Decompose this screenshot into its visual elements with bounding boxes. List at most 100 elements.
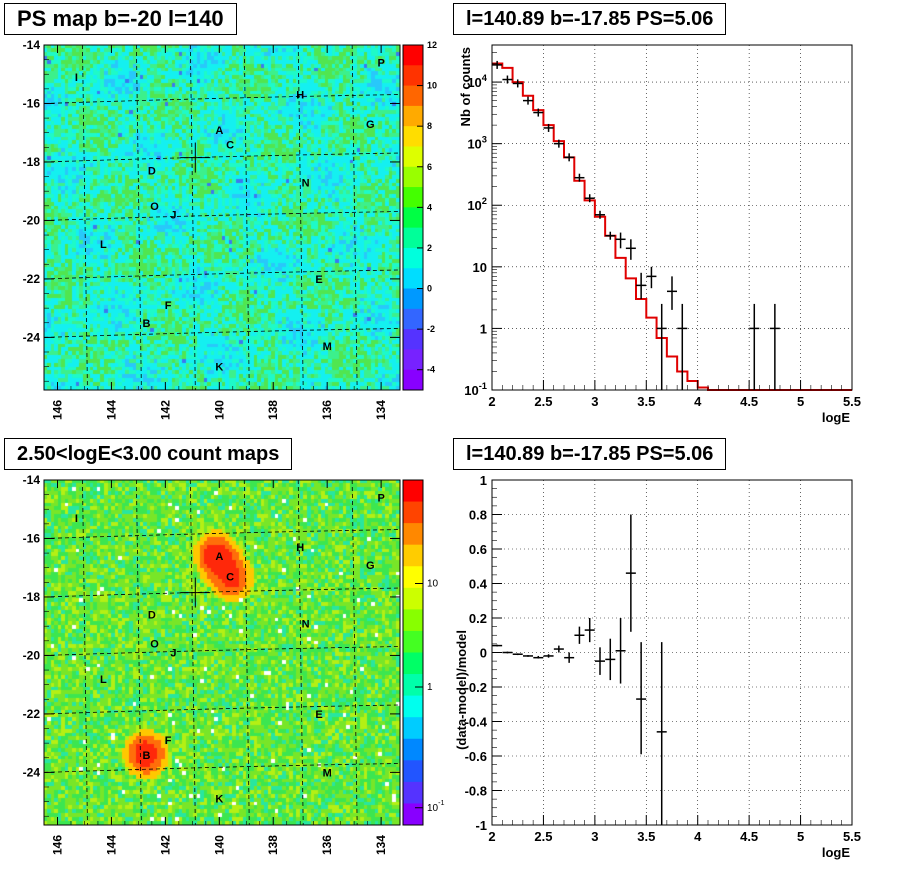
colorbar0-tick-label: 6 (427, 162, 432, 172)
residual-xtick-label: 5.5 (843, 829, 861, 844)
map0-source-C: C (226, 139, 234, 151)
map2-grid-lat (43, 763, 401, 773)
spectrum-plot (491, 44, 853, 391)
map0-grid-lon (243, 44, 250, 391)
residual-ytick-label: -0.4 (465, 715, 488, 730)
map0-xtick-label: 136 (320, 400, 334, 420)
colorbar2-tick-label: 10 (427, 579, 439, 590)
residual-ytick-label: -0.6 (465, 749, 487, 764)
map0-ytick-label: -18 (23, 155, 41, 169)
residual-title: l=140.89 b=-17.85 PS=5.06 (453, 438, 727, 470)
colorbar0-band (403, 227, 423, 249)
residual-ytick-label: 0 (480, 646, 487, 661)
map0-xtick-label: 134 (374, 400, 388, 420)
map2-source-G: G (366, 560, 375, 572)
colorbar0 (402, 44, 424, 391)
spectrum-ytick-label: 102 (467, 196, 487, 213)
colorbar0-tick-label: 12 (427, 40, 437, 50)
map2-grid-lon (135, 479, 142, 826)
map0-ytick-label: -16 (23, 96, 41, 110)
map0-grid-lon (189, 44, 196, 391)
map2-grid-lon (82, 479, 88, 826)
map0-ytick-label: -24 (23, 330, 41, 344)
colorbar2-band (403, 674, 423, 697)
map2-raster (44, 480, 400, 825)
colorbar0-tick-label: 8 (427, 121, 432, 131)
colorbar0-band (403, 85, 423, 107)
spectrum-xlabel: logE (822, 410, 850, 425)
map2-ytick-label: -18 (23, 590, 41, 604)
colorbar0-tick-label: -4 (427, 365, 435, 375)
residual-xtick-label: 2 (488, 829, 495, 844)
map2-source-M: M (323, 767, 332, 779)
colorbar0-band (403, 187, 423, 208)
residual-ytick-label: 0.4 (469, 577, 488, 592)
colorbar2-tick-label: 1 (427, 682, 433, 693)
map0-xtick-label: 138 (266, 400, 280, 420)
map2-source-D: D (148, 609, 156, 621)
residual-ytick-label: 1 (480, 473, 487, 488)
colorbar2-band (403, 587, 423, 610)
colorbar0-band (403, 349, 423, 371)
map2-ytick-label: -20 (23, 648, 41, 662)
map2-grid-lat (43, 646, 401, 656)
colorbar0-band (403, 105, 423, 127)
colorbar2-band (403, 523, 423, 546)
spectrum-xtick-label: 5.5 (843, 394, 861, 409)
map0-raster (44, 45, 400, 390)
colorbar0-band (403, 126, 423, 147)
map2-xtick-label: 136 (320, 835, 334, 855)
map2-source-A: A (215, 551, 223, 563)
map0-grid-lon (135, 44, 142, 391)
colorbar2-frame (402, 479, 424, 826)
residual-ytick-label: -0.8 (465, 784, 487, 799)
map2-ytick-label: -24 (23, 765, 41, 779)
map2-source-J: J (170, 648, 176, 660)
colorbar2-band (403, 803, 423, 826)
map0-xtick-label: 146 (50, 400, 64, 420)
colorbar2-band (403, 760, 423, 783)
map0-grid-lat (43, 211, 401, 221)
map0-grid-lon (351, 44, 358, 391)
colorbar0-band (403, 369, 423, 391)
colorbar2-band (403, 501, 423, 524)
colorbar2-tick-label: 10-1 (427, 798, 445, 814)
map2-source-P: P (377, 493, 384, 505)
residual-ytick-label: 0.8 (469, 508, 487, 523)
map2-source-N: N (302, 618, 310, 630)
map2-ytick-label: -22 (23, 707, 41, 721)
colorbar2-band (403, 717, 423, 740)
map0-grid-lat (43, 269, 401, 280)
spectrum-ytick-label: 10-1 (464, 381, 487, 398)
map2-xtick-label: 134 (374, 835, 388, 855)
map0-source-M: M (323, 341, 332, 353)
map0-grid-lon (297, 44, 304, 391)
spectrum-xtick-label: 3 (591, 394, 598, 409)
map2-xtick-label: 140 (212, 835, 226, 855)
residual-ytick-label: 0.2 (469, 611, 487, 626)
map0-grid-lat (43, 94, 401, 104)
map0-xtick-label: 142 (158, 400, 172, 420)
map2-source-I: I (75, 513, 78, 525)
spectrum-xtick-label: 4.5 (740, 394, 758, 409)
map0-ytick-label: -20 (23, 213, 41, 227)
map2-source-H: H (296, 542, 304, 554)
map0-source-D: D (148, 166, 156, 178)
map0-source-B: B (143, 318, 151, 330)
colorbar0-band (403, 308, 423, 330)
map2-source-B: B (143, 750, 151, 762)
residual-ytick-label: 0.6 (469, 542, 487, 557)
colorbar2-band (403, 480, 423, 503)
map0-grid-lat (43, 328, 401, 338)
residual-ytick-label: -0.2 (465, 680, 487, 695)
map0-grid-lon (82, 44, 88, 391)
colorbar2-band (403, 652, 423, 675)
map2-plot (43, 479, 401, 826)
map2-pixels (44, 480, 400, 825)
residual-ytick-label: -1 (475, 818, 487, 833)
map0-source-P: P (377, 58, 384, 70)
map0-plot (43, 44, 401, 391)
residual-xtick-label: 4 (694, 829, 702, 844)
colorbar2-band (403, 566, 423, 589)
